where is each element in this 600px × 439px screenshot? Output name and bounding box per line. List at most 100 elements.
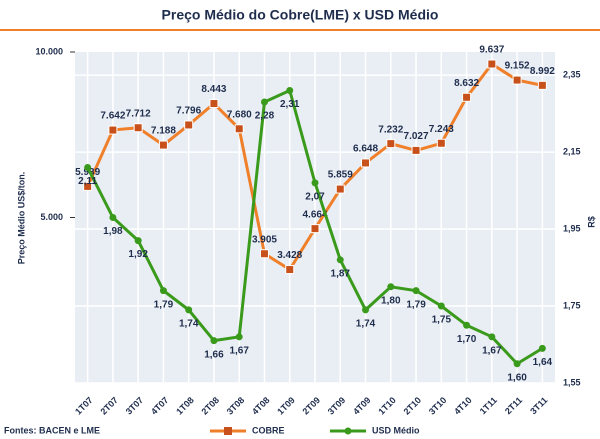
point <box>512 75 522 85</box>
y2-tick-label: 2,15 <box>563 146 581 156</box>
x-tick-label: 1T07 <box>73 395 95 417</box>
data-label: 1,60 <box>507 372 527 383</box>
point <box>336 256 344 264</box>
x-tick-label: 2T11 <box>503 395 524 416</box>
data-label: 1,74 <box>179 319 199 330</box>
point <box>538 344 546 352</box>
point <box>487 59 497 69</box>
y2-tick-label: 1,55 <box>563 377 581 387</box>
point <box>83 181 93 191</box>
x-tick-label: 2T09 <box>301 395 323 417</box>
data-label: 1,80 <box>381 295 401 306</box>
data-label: 7.796 <box>176 106 201 117</box>
legend-label: COBRE <box>252 425 285 435</box>
data-label: 8.443 <box>201 84 226 95</box>
data-label: 7.680 <box>227 109 252 120</box>
chart-title: Preço Médio do Cobre(LME) x USD Médio <box>162 7 439 23</box>
point <box>259 249 269 259</box>
data-label: 1,87 <box>331 268 351 279</box>
x-tick-label: 3T10 <box>427 395 449 417</box>
point <box>513 360 521 368</box>
point <box>159 287 167 295</box>
data-label: 2,28 <box>255 111 275 122</box>
data-label: 7.712 <box>126 108 151 119</box>
y-tick-label: 10.000 <box>35 46 63 56</box>
x-tick-label: 1T11 <box>478 395 499 416</box>
point <box>537 80 547 90</box>
data-label: 9.152 <box>505 61 530 72</box>
data-label: 5.939 <box>75 167 100 178</box>
point <box>185 306 193 314</box>
y2-tick-label: 1,75 <box>563 300 581 310</box>
data-label: 2,31 <box>280 99 300 110</box>
y-axis-label: Preço Médio US$/ton. <box>16 172 26 265</box>
point <box>412 287 420 295</box>
point <box>234 124 244 134</box>
data-label: 6.648 <box>353 144 378 155</box>
x-tick-label: 2T08 <box>199 395 221 417</box>
y-tick-label: 5.000 <box>40 212 63 222</box>
data-label: 8.632 <box>454 78 479 89</box>
point <box>210 337 218 345</box>
x-tick-label: 3T11 <box>528 395 549 416</box>
data-label: 5.859 <box>328 170 353 181</box>
y2-axis-label: R$ <box>586 216 596 228</box>
data-label: 8.992 <box>530 66 555 77</box>
point <box>108 125 118 135</box>
legend-label: USD Médio <box>372 425 420 435</box>
x-tick-label: 4T08 <box>250 395 272 417</box>
x-tick-label: 4T07 <box>149 395 171 417</box>
data-label: 3.905 <box>252 234 277 245</box>
data-label: 1,64 <box>533 357 553 368</box>
point <box>158 140 168 150</box>
x-tick-label: 2T10 <box>402 395 424 417</box>
x-tick-label: 3T07 <box>124 395 146 417</box>
point <box>361 158 371 168</box>
data-label: 1,74 <box>356 319 376 330</box>
data-label: 2,11 <box>78 176 97 187</box>
data-label: 7.232 <box>378 124 403 135</box>
point <box>463 321 471 329</box>
data-label: 3.428 <box>277 250 302 261</box>
legend-marker <box>224 427 232 435</box>
data-label: 7.243 <box>429 124 454 135</box>
point <box>335 184 345 194</box>
data-label: 1,79 <box>406 299 426 310</box>
x-tick-label: 4T10 <box>452 395 474 417</box>
point <box>437 302 445 310</box>
x-tick-label: 2T07 <box>98 395 120 417</box>
point <box>285 265 295 275</box>
point <box>134 237 142 245</box>
point <box>462 92 472 102</box>
data-label: 1,70 <box>457 334 477 345</box>
data-label: 1,98 <box>103 226 123 237</box>
y2-tick-label: 1,95 <box>563 223 581 233</box>
point <box>387 283 395 291</box>
point <box>133 123 143 133</box>
data-label: 1,75 <box>432 315 452 326</box>
x-tick-label: 3T08 <box>225 395 247 417</box>
point <box>109 214 117 221</box>
point <box>362 306 370 314</box>
x-tick-label: 1T09 <box>275 395 297 417</box>
data-label: 4.664 <box>302 209 327 220</box>
point <box>286 86 294 94</box>
source-note: Fontes: BACEN e LME <box>4 425 100 435</box>
data-label: 7.027 <box>404 131 429 142</box>
point <box>488 333 496 341</box>
x-tick-label: 1T10 <box>376 395 398 417</box>
point <box>184 120 194 130</box>
y2-tick-label: 2,35 <box>563 69 581 79</box>
point <box>260 98 268 106</box>
data-label: 1,92 <box>128 249 148 260</box>
data-label: 1,79 <box>154 299 174 310</box>
legend-marker <box>344 427 352 435</box>
data-label: 9.637 <box>479 45 504 56</box>
data-label: 7.188 <box>151 126 176 137</box>
x-tick-label: 3T09 <box>326 395 348 417</box>
point <box>311 179 319 187</box>
data-label: 2,07 <box>305 192 325 203</box>
point <box>235 333 243 341</box>
point <box>310 224 320 234</box>
x-tick-label: 4T09 <box>351 395 373 417</box>
